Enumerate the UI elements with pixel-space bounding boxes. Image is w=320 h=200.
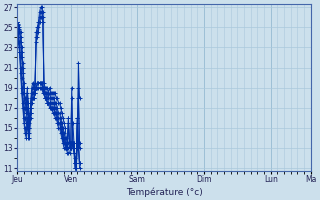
- X-axis label: Température (°c): Température (°c): [126, 187, 203, 197]
